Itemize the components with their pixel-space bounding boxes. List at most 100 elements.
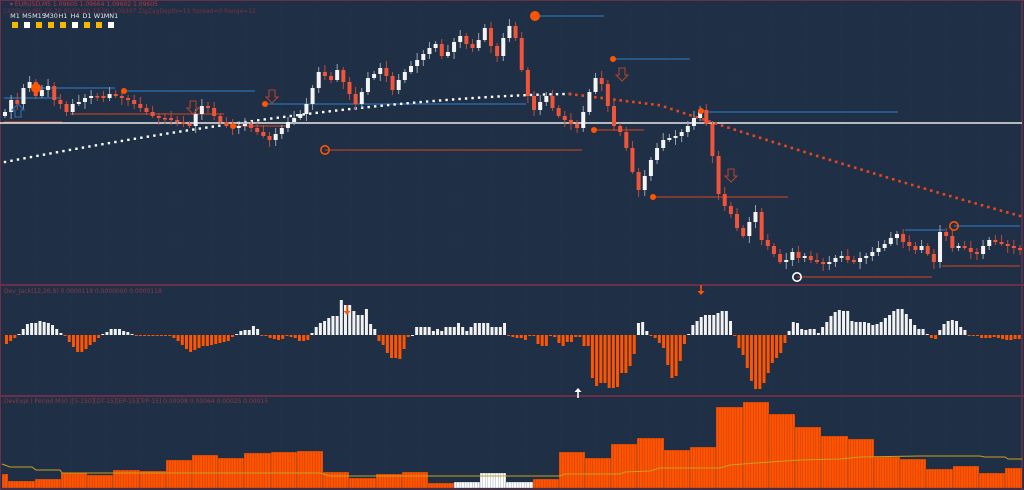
swing-high-marker-icon[interactable] [529,11,540,21]
bear-candle[interactable] [931,254,936,262]
bull-candle[interactable] [482,28,487,40]
bear-candle[interactable] [175,120,180,122]
sell-signal-arrow-icon[interactable] [264,89,280,104]
bull-candle[interactable] [538,102,543,110]
bear-candle[interactable] [618,126,623,132]
swing-low-dot-icon[interactable] [230,123,236,129]
bear-candle[interactable] [562,116,567,120]
bull-candle[interactable] [753,212,758,222]
bear-candle[interactable] [771,246,776,254]
bear-candle[interactable] [353,94,358,104]
bull-candle[interactable] [292,118,297,122]
bear-candle[interactable] [255,128,260,132]
timeframe-m15[interactable]: M15 [32,12,46,28]
bull-candle[interactable] [433,44,438,48]
bull-candle[interactable] [9,100,14,112]
bull-candle[interactable] [298,114,303,118]
sell-signal-arrow-icon[interactable] [614,67,630,82]
bull-candle[interactable] [452,42,457,52]
bull-candle[interactable] [27,82,32,88]
bull-candle[interactable] [888,238,893,244]
bear-candle[interactable] [212,108,217,116]
swing-high-dot-icon[interactable] [698,108,704,114]
bear-candle[interactable] [267,136,272,140]
bear-candle[interactable] [944,232,949,236]
bull-candle[interactable] [827,262,832,264]
bear-candle[interactable] [974,252,979,254]
bear-candle[interactable] [759,212,764,240]
bear-candle[interactable] [322,72,327,76]
bull-candle[interactable] [421,54,426,60]
timeframe-d1[interactable]: D1 [81,12,93,28]
bear-candle[interactable] [815,260,819,262]
timeframe-m1[interactable]: M1 [9,12,21,28]
swing-low-dot-icon[interactable] [650,194,656,200]
bear-candle[interactable] [821,262,826,264]
bear-candle[interactable] [728,206,733,214]
bear-candle[interactable] [741,228,746,236]
bull-candle[interactable] [882,244,887,248]
bear-candle[interactable] [390,76,395,90]
bull-candle[interactable] [673,136,678,138]
bull-candle[interactable] [310,88,315,104]
bull-candle[interactable] [242,124,247,126]
sell-signal-arrow-icon[interactable] [185,100,201,115]
bear-candle[interactable] [169,118,174,120]
bear-candle[interactable] [765,240,770,246]
bull-candle[interactable] [39,90,44,96]
bull-candle[interactable] [679,132,684,136]
bear-candle[interactable] [101,96,106,98]
bull-candle[interactable] [919,246,924,250]
bull-candle[interactable] [335,70,340,80]
bull-candle[interactable] [21,88,26,104]
bull-candle[interactable] [894,234,899,238]
bull-candle[interactable] [76,102,81,104]
bull-candle[interactable] [593,78,598,92]
bull-candle[interactable] [956,246,961,248]
bull-candle[interactable] [501,38,506,56]
bull-candle[interactable] [285,122,290,128]
bull-candle[interactable] [107,94,112,98]
bear-candle[interactable] [138,104,143,108]
collapse-triangle-icon[interactable]: ▾ [10,1,15,8]
bear-candle[interactable] [488,28,493,46]
bull-candle[interactable] [46,86,51,90]
bull-candle[interactable] [409,66,413,72]
bear-candle[interactable] [218,116,223,122]
bear-candle[interactable] [575,124,580,128]
bull-candle[interactable] [427,48,432,54]
bear-candle[interactable] [612,106,616,126]
bear-candle[interactable] [950,236,955,248]
bear-candle[interactable] [630,148,635,172]
bull-candle[interactable] [507,26,512,38]
bull-candle[interactable] [581,112,586,128]
bear-candle[interactable] [636,172,641,190]
bear-candle[interactable] [925,246,930,254]
timeframe-m5[interactable]: M5 [21,12,33,28]
bull-candle[interactable] [858,258,863,262]
bear-candle[interactable] [341,70,346,82]
bear-candle[interactable] [901,234,906,242]
bull-candle[interactable] [415,60,420,66]
bear-candle[interactable] [126,98,131,100]
bear-candle[interactable] [532,96,537,110]
bull-candle[interactable] [833,258,838,262]
bear-candle[interactable] [249,124,254,128]
bull-candle[interactable] [587,92,592,112]
bull-candle[interactable] [476,40,481,48]
bull-candle[interactable] [839,256,844,258]
bull-candle[interactable] [790,252,795,260]
bull-candle[interactable] [273,134,278,140]
bull-candle[interactable] [279,128,284,134]
timeframe-h4[interactable]: H4 [69,12,81,28]
swing-high-marker-icon[interactable] [948,221,959,232]
bull-candle[interactable] [70,104,75,112]
bear-candle[interactable] [495,46,500,56]
bear-candle[interactable] [845,256,850,260]
bear-candle[interactable] [470,44,475,48]
bull-candle[interactable] [876,248,881,252]
bull-candle[interactable] [698,110,703,118]
bear-candle[interactable] [716,156,721,194]
bear-candle[interactable] [181,122,186,124]
